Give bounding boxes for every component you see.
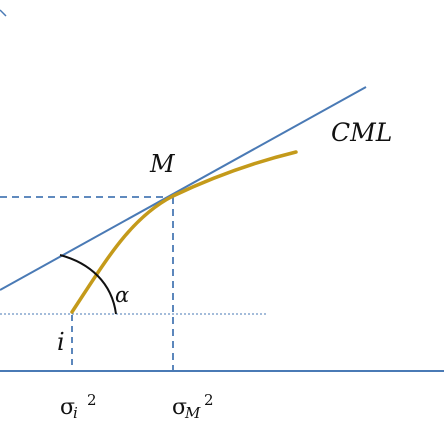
corner-arrow-fragment (0, 9, 7, 17)
asset-point-label: i (57, 328, 65, 356)
svg-text:σ: σ (172, 395, 187, 420)
sigma-i-squared-label: σ i 2 (60, 391, 97, 422)
svg-text:2: 2 (204, 391, 214, 409)
svg-text:i: i (73, 404, 78, 422)
angle-label: α (115, 283, 129, 307)
cml-label: CML (331, 118, 392, 147)
market-point-label: M (149, 150, 176, 178)
svg-text:M: M (184, 404, 201, 422)
angle-arc (59, 254, 117, 315)
capital-market-line (0, 86, 367, 291)
frontier-curve (70, 150, 298, 314)
svg-text:2: 2 (87, 391, 97, 409)
svg-text:σ: σ (60, 395, 75, 420)
sigma-m-squared-label: σ M 2 (172, 391, 214, 422)
